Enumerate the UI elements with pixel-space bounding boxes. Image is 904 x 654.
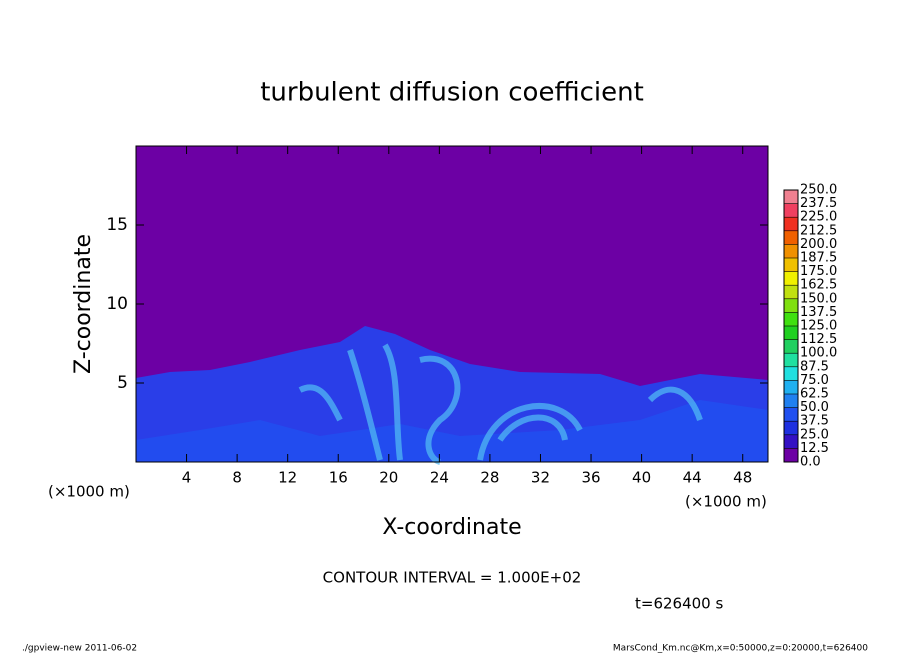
colorbar-label: 75.0	[800, 373, 829, 388]
colorbar-label: 0.0	[800, 455, 821, 470]
x-tick-label: 16	[329, 469, 348, 487]
colorbar-band	[784, 285, 798, 299]
x-tick-label: 28	[480, 469, 499, 487]
contour-interval: CONTOUR INTERVAL = 1.000E+02	[323, 569, 582, 587]
colorbar-label: 12.5	[800, 441, 829, 456]
colorbar-label: 237.5	[800, 196, 837, 211]
footer-left: ./gpview-new 2011-06-02	[22, 644, 137, 654]
time-label: t=626400 s	[635, 595, 723, 613]
colorbar-band	[784, 380, 798, 394]
x-tick-label: 36	[581, 469, 600, 487]
colorbar-label: 125.0	[800, 319, 837, 334]
colorbar-band	[784, 312, 798, 326]
colorbar-label: 187.5	[800, 251, 837, 266]
colorbar-label: 50.0	[800, 400, 829, 415]
colorbar-label: 62.5	[800, 387, 829, 402]
colorbar-label: 25.0	[800, 427, 829, 442]
x-tick-label: 8	[232, 469, 242, 487]
colorbar-label: 225.0	[800, 210, 837, 225]
x-tick-label: 32	[531, 469, 550, 487]
colorbar-band	[784, 339, 798, 354]
colorbar-label: 137.5	[800, 305, 837, 320]
x-axis-label: X-coordinate	[382, 515, 521, 540]
y-tick-label: 15	[106, 215, 128, 235]
x-tick-label: 20	[379, 469, 398, 487]
y-tick-label: 10	[106, 294, 128, 314]
colorbar-band	[784, 298, 798, 313]
colorbar-band	[784, 421, 798, 435]
footer-right: MarsCond_Km.nc@Km,x=0:50000,z=0:20000,t=…	[613, 644, 868, 654]
field-low-layer	[136, 400, 768, 462]
y-axis-label: Z-coordinate	[71, 234, 96, 374]
x-tick-label: 12	[278, 469, 297, 487]
colorbar-band	[784, 353, 798, 367]
colorbar-label: 100.0	[800, 346, 837, 361]
colorbar-band	[784, 434, 798, 449]
colorbar-band	[784, 217, 798, 231]
colorbar-label: 200.0	[800, 237, 837, 252]
colorbar-band	[784, 258, 798, 272]
axis-unit: (×1000 m)	[685, 493, 767, 511]
colorbar-band	[784, 244, 798, 258]
colorbar-band	[784, 366, 798, 381]
y-tick-label: 5	[117, 373, 128, 393]
chart-title: turbulent diffusion coefficient	[260, 78, 644, 108]
field-plumes	[298, 343, 703, 465]
colorbar-label: 250.0	[800, 183, 837, 198]
colorbar-band	[784, 190, 798, 204]
x-tick-label: 44	[683, 469, 702, 487]
x-tick-label: 48	[733, 469, 752, 487]
x-tick-label: 4	[182, 469, 192, 487]
colorbar-label: 37.5	[800, 414, 829, 429]
x-tick-label: 40	[632, 469, 651, 487]
colorbar-label: 150.0	[800, 291, 837, 306]
colorbar-label: 212.5	[800, 223, 837, 238]
colorbar-band	[784, 230, 798, 245]
colorbar-band	[784, 394, 798, 408]
colorbar-band	[784, 326, 798, 340]
x-tick-label: 24	[430, 469, 449, 487]
colorbar-label: 162.5	[800, 278, 837, 293]
colorbar-band	[784, 203, 798, 218]
colorbar-band	[784, 271, 798, 286]
colorbar-label: 112.5	[800, 332, 837, 347]
axis-unit: (×1000 m)	[48, 483, 130, 501]
colorbar-band	[784, 407, 798, 422]
colorbar-label: 175.0	[800, 264, 837, 279]
colorbar-band	[784, 448, 798, 462]
field	[136, 146, 768, 465]
colorbar-label: 87.5	[800, 359, 829, 374]
